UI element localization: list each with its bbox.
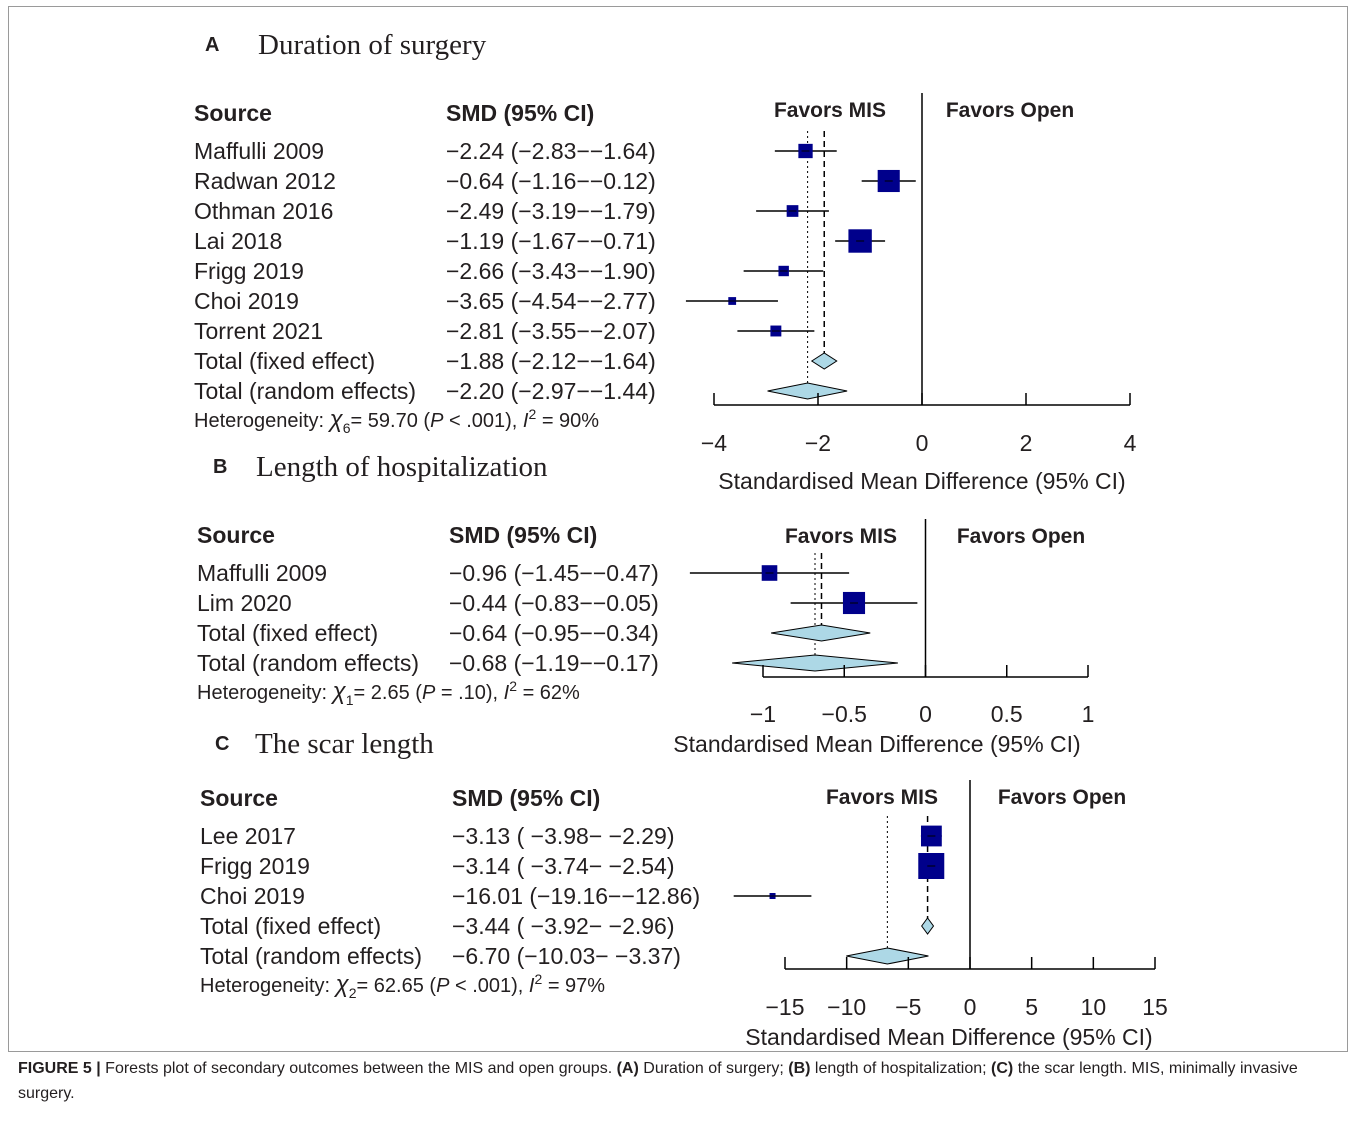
study-name: Lai 2018 (194, 228, 282, 254)
caption-a-text: Duration of surgery; (643, 1060, 784, 1077)
caption-label: FIGURE 5 | (18, 1060, 101, 1077)
random-effect-diamond (767, 382, 848, 400)
caption-c-text: the scar length. MIS, minimally invasive… (18, 1060, 1298, 1102)
panel-letter: A (205, 34, 219, 56)
favors-right-label: Favors Open (998, 786, 1126, 809)
source-column-header: Source (200, 785, 278, 811)
favors-right-label: Favors Open (946, 99, 1074, 122)
random-effect-name: Total (random effects) (197, 650, 419, 676)
fixed-effect-diamond (771, 624, 871, 642)
random-effect-ci: −2.20 (−2.97−−1.44) (446, 378, 656, 404)
study-ci: −2.66 (−3.43−−1.90) (446, 258, 656, 284)
x-tick-label: 2 (1020, 430, 1033, 456)
x-axis-label: Standardised Mean Difference (95% CI) (745, 1024, 1152, 1050)
study-name: Choi 2019 (200, 883, 305, 909)
favors-right-label: Favors Open (957, 525, 1085, 548)
study-ci: −16.01 (−19.16−−12.86) (452, 883, 700, 909)
fixed-effect-ci: −3.44 ( −3.92− −2.96) (452, 913, 675, 939)
x-axis-label: Standardised Mean Difference (95% CI) (673, 731, 1080, 757)
forest-panel-b: B Length of hospitalization Source SMD (95%… (197, 451, 1094, 757)
x-tick-label: 10 (1081, 994, 1107, 1020)
random-effect-diamond (846, 947, 929, 965)
x-tick-label: 5 (1025, 994, 1038, 1020)
x-tick-label: 0.5 (991, 701, 1023, 727)
favors-left-label: Favors MIS (826, 786, 938, 809)
fixed-effect-ci: −0.64 (−0.95−−0.34) (449, 620, 659, 646)
x-tick-label: 1 (1082, 701, 1095, 727)
random-effect-name: Total (random effects) (200, 943, 422, 969)
study-name: Lee 2017 (200, 823, 296, 849)
figure-caption: FIGURE 5 | Forests plot of secondary out… (18, 1056, 1338, 1106)
x-tick-label: −15 (765, 994, 804, 1020)
x-tick-label: −10 (827, 994, 866, 1020)
fixed-effect-diamond (921, 917, 935, 935)
study-name: Maffulli 2009 (194, 138, 324, 164)
x-tick-label: −5 (895, 994, 921, 1020)
study-name: Torrent 2021 (194, 318, 323, 344)
favors-left-label: Favors MIS (774, 99, 886, 122)
study-ci: −3.14 ( −3.74− −2.54) (452, 853, 675, 879)
heterogeneity-text: Heterogeneity: χ2= 62.65 (P < .001), I2 … (200, 971, 605, 1001)
caption-b-label: (B) (788, 1060, 811, 1077)
study-name: Othman 2016 (194, 198, 333, 224)
random-effect-ci: −0.68 (−1.19−−0.17) (449, 650, 659, 676)
study-ci: −0.96 (−1.45−−0.47) (449, 560, 659, 586)
caption-intro: Forests plot of secondary outcomes betwe… (105, 1060, 613, 1077)
favors-left-label: Favors MIS (785, 525, 897, 548)
x-tick-label: 0 (919, 701, 932, 727)
caption-b-text: length of hospitalization; (814, 1060, 987, 1077)
random-effect-diamond (732, 654, 898, 672)
smd-column-header: SMD (95% CI) (449, 522, 597, 548)
caption-a-label: (A) (616, 1060, 639, 1077)
heterogeneity-text: Heterogeneity: χ1= 2.65 (P = .10), I2 = … (197, 678, 580, 708)
panel-letter: B (213, 456, 227, 478)
x-tick-label: −2 (805, 430, 831, 456)
x-tick-label: 15 (1142, 994, 1168, 1020)
study-ci: −3.65 (−4.54−−2.77) (446, 288, 656, 314)
smd-column-header: SMD (95% CI) (452, 785, 600, 811)
study-ci: −2.24 (−2.83−−1.64) (446, 138, 656, 164)
random-effect-name: Total (random effects) (194, 378, 416, 404)
x-axis-label: Standardised Mean Difference (95% CI) (718, 468, 1125, 494)
study-ci: −2.81 (−3.55−−2.07) (446, 318, 656, 344)
random-effect-ci: −6.70 (−10.03− −3.37) (452, 943, 681, 969)
study-ci: −3.13 ( −3.98− −2.29) (452, 823, 675, 849)
study-ci: −0.64 (−1.16−−0.12) (446, 168, 656, 194)
study-name: Frigg 2019 (200, 853, 310, 879)
x-tick-label: −0.5 (822, 701, 867, 727)
caption-c-label: (C) (991, 1060, 1014, 1077)
study-ci: −1.19 (−1.67−−0.71) (446, 228, 656, 254)
forest-panel-c: C The scar length Source SMD (95% CI) Favors… (200, 728, 1168, 1050)
x-tick-label: −4 (701, 430, 727, 456)
fixed-effect-name: Total (fixed effect) (200, 913, 381, 939)
panel-letter: C (215, 733, 229, 755)
study-name: Maffulli 2009 (197, 560, 327, 586)
source-column-header: Source (197, 522, 275, 548)
panel-title: Duration of surgery (258, 29, 487, 61)
panel-title: The scar length (255, 728, 434, 760)
x-tick-label: 4 (1124, 430, 1137, 456)
study-ci: −0.44 (−0.83−−0.05) (449, 590, 659, 616)
x-tick-label: −1 (750, 701, 776, 727)
forest-panel-a: A Duration of surgery Source SMD (95% CI) Fa… (194, 29, 1137, 494)
study-name: Radwan 2012 (194, 168, 336, 194)
study-ci: −2.49 (−3.19−−1.79) (446, 198, 656, 224)
heterogeneity-text: Heterogeneity: χ6= 59.70 (P < .001), I2 … (194, 406, 599, 436)
study-name: Choi 2019 (194, 288, 299, 314)
source-column-header: Source (194, 100, 272, 126)
smd-column-header: SMD (95% CI) (446, 100, 594, 126)
study-name: Lim 2020 (197, 590, 292, 616)
fixed-effect-name: Total (fixed effect) (194, 348, 375, 374)
x-tick-label: 0 (964, 994, 977, 1020)
figure-frame (8, 6, 1348, 1052)
fixed-effect-name: Total (fixed effect) (197, 620, 378, 646)
study-name: Frigg 2019 (194, 258, 304, 284)
panel-title: Length of hospitalization (256, 451, 548, 483)
fixed-effect-diamond (810, 352, 838, 370)
x-tick-label: 0 (916, 430, 929, 456)
fixed-effect-ci: −1.88 (−2.12−−1.64) (446, 348, 656, 374)
